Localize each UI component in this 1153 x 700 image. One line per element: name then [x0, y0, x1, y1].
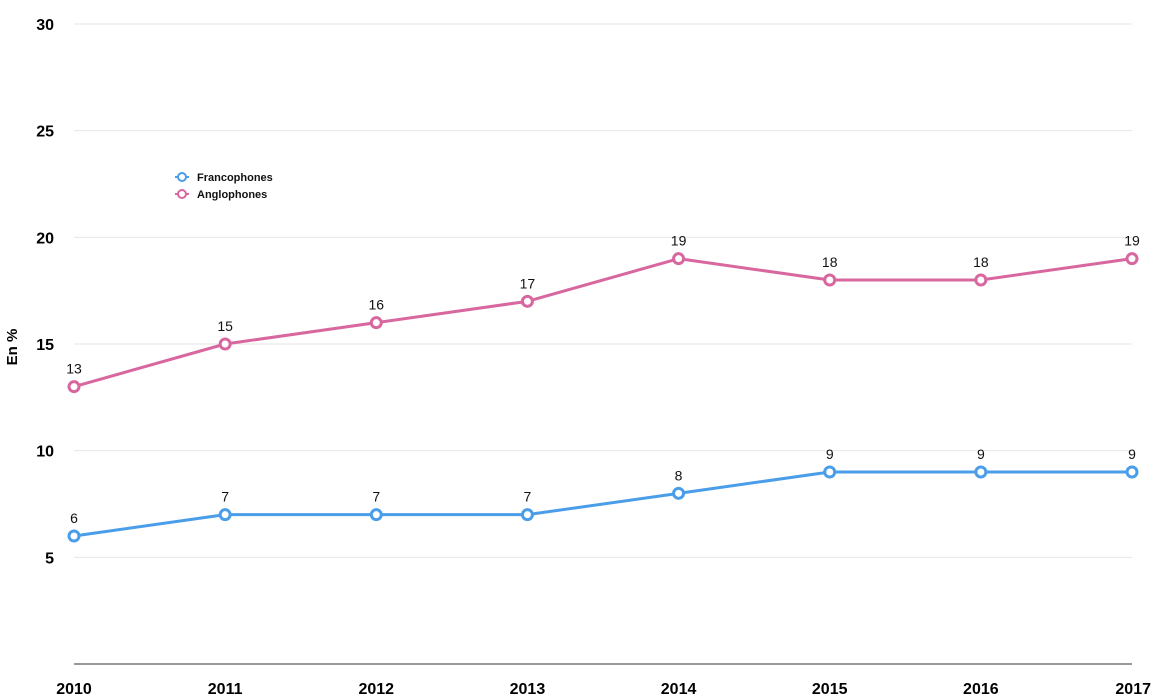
- x-tick-label: 2016: [963, 681, 999, 698]
- data-point[interactable]: [1125, 252, 1139, 266]
- data-point[interactable]: [672, 252, 686, 266]
- data-label: 18: [973, 254, 989, 270]
- data-label: 19: [671, 233, 687, 249]
- y-tick-label: 25: [36, 124, 54, 141]
- x-tick-label: 2011: [208, 681, 243, 698]
- series-line: [73, 257, 1133, 389]
- x-tick-label: 2017: [1115, 681, 1151, 698]
- x-tick-label: 2013: [510, 681, 546, 698]
- legend-item: Francophones: [175, 172, 273, 184]
- y-axis-ticks: 5 10 15 20 25 30: [36, 17, 54, 567]
- legend-marker: [177, 189, 187, 199]
- legend-label: Anglophones: [197, 189, 267, 201]
- y-tick-label: 20: [36, 230, 54, 247]
- data-point[interactable]: [1125, 465, 1139, 479]
- data-point[interactable]: [369, 316, 383, 330]
- x-tick-label: 2012: [358, 681, 394, 698]
- data-label: 8: [675, 467, 683, 483]
- x-tick-label: 2015: [812, 681, 848, 698]
- data-label: 7: [221, 489, 229, 505]
- y-tick-label: 5: [45, 550, 54, 567]
- data-point[interactable]: [67, 380, 81, 394]
- data-point[interactable]: [369, 508, 383, 522]
- data-point[interactable]: [823, 465, 837, 479]
- series-line: [73, 470, 1132, 538]
- data-point[interactable]: [67, 529, 81, 543]
- data-point[interactable]: [823, 273, 837, 287]
- data-label: 9: [1128, 446, 1136, 462]
- y-tick-label: 15: [36, 337, 54, 354]
- data-point[interactable]: [672, 486, 686, 500]
- y-tick-label: 10: [36, 444, 54, 461]
- data-label: 6: [70, 510, 78, 526]
- legend: Francophones Anglophones: [175, 172, 273, 201]
- legend-item: Anglophones: [175, 189, 267, 201]
- data-label: 9: [977, 446, 985, 462]
- data-label: 13: [66, 361, 82, 377]
- y-axis-label: En %: [4, 329, 21, 366]
- series-francophones: 6 7 7 7 8 9 9 9: [67, 446, 1139, 543]
- series-anglophones: 13 15 16 17 19 18 18 19: [66, 233, 1140, 394]
- legend-marker: [177, 172, 187, 182]
- x-tick-label: 2010: [56, 681, 92, 698]
- data-label: 16: [368, 297, 384, 313]
- data-label: 7: [524, 489, 532, 505]
- data-point[interactable]: [520, 508, 534, 522]
- x-tick-label: 2014: [661, 681, 697, 698]
- series-group: 6 7 7 7 8 9 9 9 13 15 16 17 19 18 18 19: [66, 233, 1140, 543]
- data-label: 19: [1124, 233, 1140, 249]
- data-label: 9: [826, 446, 834, 462]
- data-label: 17: [520, 275, 536, 291]
- legend-label: Francophones: [197, 172, 273, 184]
- data-label: 18: [822, 254, 838, 270]
- data-point[interactable]: [974, 273, 988, 287]
- data-point[interactable]: [218, 508, 232, 522]
- x-axis-ticks: 2010 2011 2012 2013 2014 2015 2016 2017: [56, 681, 1151, 698]
- data-label: 15: [217, 318, 233, 334]
- y-tick-label: 30: [36, 17, 54, 34]
- data-point[interactable]: [974, 465, 988, 479]
- data-label: 7: [372, 489, 380, 505]
- grid-lines: [74, 23, 1132, 558]
- data-point[interactable]: [218, 337, 232, 351]
- data-point[interactable]: [520, 294, 534, 308]
